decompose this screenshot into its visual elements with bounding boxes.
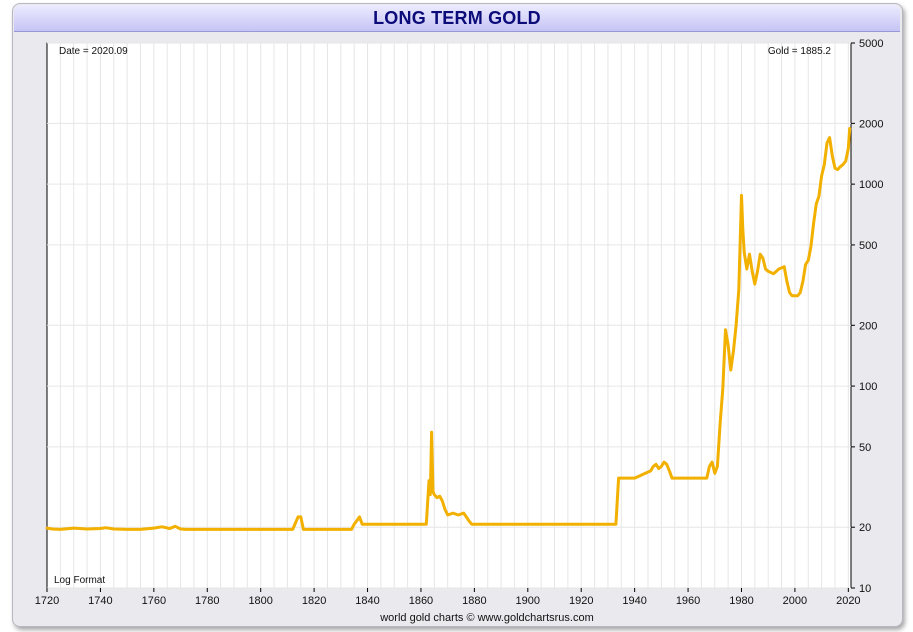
y-tick-label: 200 xyxy=(859,320,877,332)
x-tick-label: 1820 xyxy=(302,595,326,607)
y-tick-label: 2000 xyxy=(859,118,883,130)
x-tick-label: 1960 xyxy=(676,595,700,607)
y-axis: 10 20 50 100 200 500 1000 2000 5000 xyxy=(851,38,883,595)
chart-title: LONG TERM GOLD xyxy=(373,8,541,28)
date-readout: Date = 2020.09 xyxy=(59,46,128,57)
x-tick-label: 1920 xyxy=(569,595,593,607)
y-tick-label: 5000 xyxy=(859,38,883,50)
x-tick-label: 2000 xyxy=(783,595,807,607)
y-tick-label: 500 xyxy=(859,240,877,252)
x-tick-label: 1980 xyxy=(729,595,753,607)
grid xyxy=(47,42,851,589)
chart-title-bar: LONG TERM GOLD xyxy=(14,5,900,32)
x-tick-label: 2020 xyxy=(836,595,860,607)
x-tick-label: 1760 xyxy=(142,595,166,607)
x-tick-label: 1840 xyxy=(355,595,379,607)
x-tick-label: 1800 xyxy=(248,595,272,607)
x-tick-label: 1720 xyxy=(35,595,59,607)
y-tick-label: 20 xyxy=(859,522,871,534)
y-tick-label: 10 xyxy=(859,583,871,595)
y-tick-label: 1000 xyxy=(859,179,883,191)
value-readout: Gold = 1885.2 xyxy=(768,46,832,57)
y-tick-label: 50 xyxy=(859,442,871,454)
footer-credit: world gold charts © www.goldchartsrus.co… xyxy=(379,612,594,624)
x-tick-label: 1940 xyxy=(622,595,646,607)
x-tick-label: 1740 xyxy=(88,595,112,607)
log-format-label: Log Format xyxy=(54,575,105,586)
y-tick-label: 100 xyxy=(859,381,877,393)
x-axis: 1720 1740 1760 1780 1800 1820 1840 1860 1880 1900… xyxy=(35,588,861,607)
x-tick-label: 1880 xyxy=(462,595,486,607)
x-tick-label: 1900 xyxy=(516,595,540,607)
x-tick-label: 1780 xyxy=(195,595,219,607)
x-tick-label: 1860 xyxy=(409,595,433,607)
gold-price-line xyxy=(45,127,852,531)
